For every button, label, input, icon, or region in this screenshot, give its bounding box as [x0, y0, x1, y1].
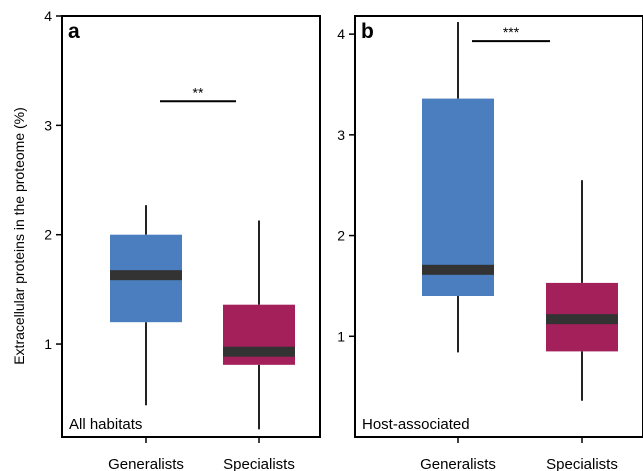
box-generalists	[422, 98, 494, 296]
x-tick-label: Generalists	[420, 456, 496, 471]
y-tick-label: 1	[337, 328, 345, 344]
y-axis-label: Extracellular proteins in the proteome (…	[11, 107, 27, 365]
median-bar	[546, 314, 618, 325]
significance-label: ***	[503, 24, 520, 40]
panel-a: 1 2 3 4 Generalists Specialists ** a All habitat…	[44, 8, 321, 471]
y-tick-label: 2	[337, 228, 345, 244]
x-tick-label: Specialists	[546, 456, 618, 471]
y-tick-label: 1	[44, 336, 52, 352]
significance-label: **	[193, 84, 204, 100]
y-tick-label: 4	[337, 26, 345, 42]
y-tick-label: 3	[337, 127, 345, 143]
panel-label: a	[68, 20, 80, 43]
y-tick-label: 3	[44, 117, 52, 133]
x-tick-label: Specialists	[223, 456, 295, 471]
y-tick-label: 4	[44, 8, 52, 24]
plot-frame	[354, 15, 643, 438]
y-tick-label: 2	[44, 227, 52, 243]
median-bar	[422, 264, 494, 275]
x-tick-label: Generalists	[108, 456, 184, 471]
panel-annotation: Host-associated	[362, 416, 470, 433]
panel-b: 1 2 3 4 Generalists Specialists *** b Host-assoc…	[337, 15, 643, 471]
median-bar	[110, 270, 182, 281]
median-bar	[223, 346, 295, 357]
plot-frame	[61, 15, 321, 438]
panel-annotation: All habitats	[69, 416, 142, 433]
panel-label: b	[361, 20, 374, 43]
